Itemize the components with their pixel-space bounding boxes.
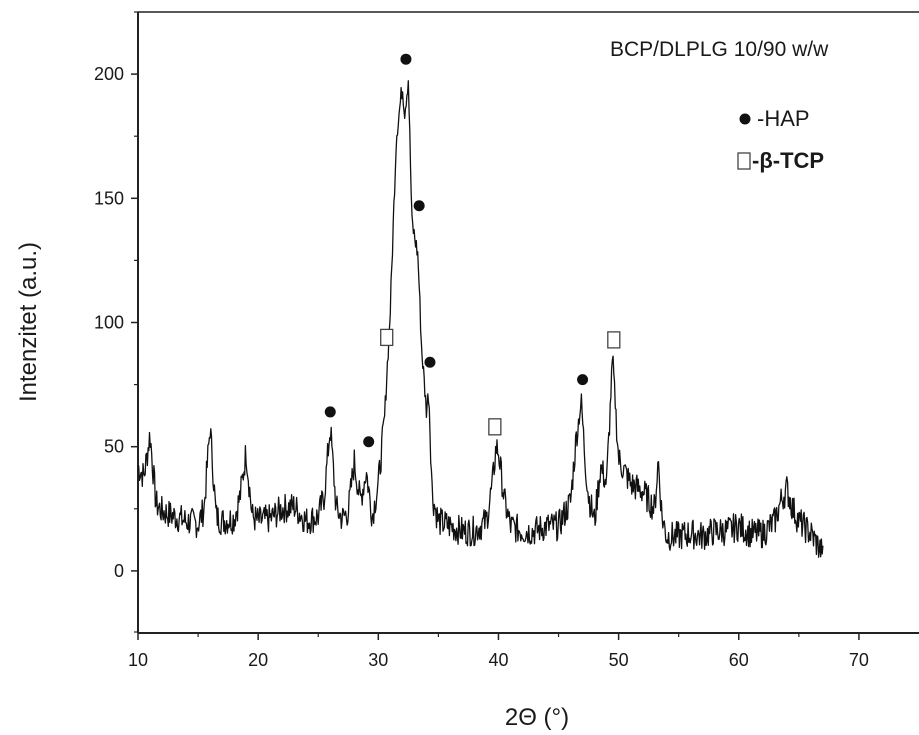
hap-peak-marker: [363, 436, 375, 448]
y-tick-label: 0: [114, 561, 124, 581]
series-group: [137, 80, 824, 558]
tcp-peak-marker: [488, 418, 502, 436]
x-tick-label: 30: [368, 650, 388, 670]
x-tick-label: 50: [609, 650, 629, 670]
y-ticks: 0 50 100 150 200: [94, 11, 138, 633]
x-tick-label: 60: [729, 650, 749, 670]
legend-hap-label: -HAP: [757, 106, 810, 131]
hap-peak-marker: [577, 374, 589, 386]
y-axis-title: Intenzitet (a.u.): [15, 242, 42, 402]
chart-annotation: BCP/DLPLG 10/90 w/w: [610, 38, 829, 61]
hap-peak-marker: [424, 356, 436, 368]
xrd-pattern-line: [137, 80, 824, 558]
x-axis-title: 2Θ (°): [505, 704, 569, 731]
x-tick-label: 10: [128, 650, 148, 670]
peak-markers: [324, 53, 621, 448]
legend: -HAP -β-TCP: [737, 106, 824, 173]
x-tick-label: 40: [488, 650, 508, 670]
hap-peak-marker: [413, 200, 425, 212]
legend-tcp-label: -β-TCP: [752, 148, 824, 173]
tcp-peak-marker: [607, 331, 621, 349]
legend-hap-symbol: [739, 113, 751, 125]
tcp-peak-marker: [380, 328, 394, 347]
y-tick-label: 200: [94, 64, 124, 84]
y-tick-label: 100: [94, 313, 124, 333]
x-tick-label: 70: [849, 650, 869, 670]
legend-tcp-symbol: [737, 152, 751, 170]
x-ticks: 10 20 30 40 50 60 70: [128, 633, 869, 670]
x-tick-label: 20: [248, 650, 268, 670]
y-tick-label: 150: [94, 188, 124, 208]
hap-peak-marker: [324, 406, 336, 418]
y-tick-label: 50: [104, 437, 124, 457]
hap-peak-marker: [400, 53, 412, 65]
